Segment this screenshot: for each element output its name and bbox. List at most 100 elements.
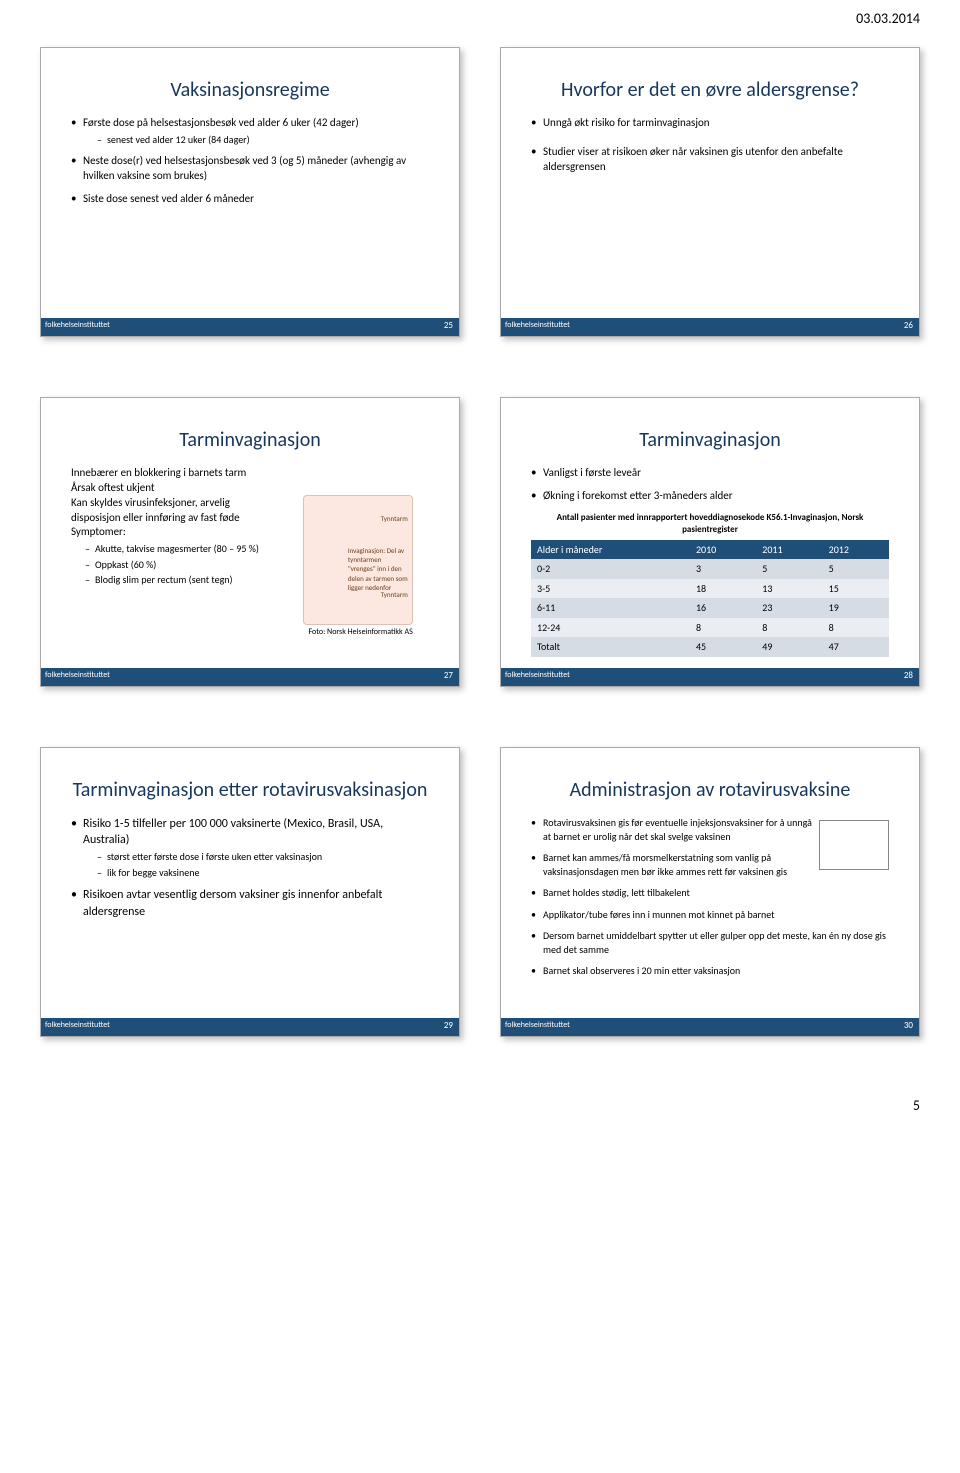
sub-bullet: Blodig slim per rectum (sent tegn) (85, 573, 279, 587)
slide-content: Risiko 1-5 tilfeller per 100 000 vaksine… (71, 816, 429, 1016)
table-row: 3-5 18 13 15 (531, 579, 889, 599)
slide-number: 30 (904, 1020, 913, 1031)
bullet: Første dose på helsestasjonsbesøk ved al… (71, 116, 429, 146)
image-caption: Foto: Norsk Helseinformatikk AS (303, 627, 413, 638)
bullet: Årsak oftest ukjent (71, 481, 279, 496)
footer-logo: folkehelseinstituttet (505, 1020, 570, 1030)
table-cell: 18 (690, 579, 756, 599)
footer-logo: folkehelseinstituttet (505, 320, 570, 330)
table-row: 0-2 3 5 5 (531, 559, 889, 579)
header-date: 03.03.2014 (40, 10, 920, 27)
slide-title: Vaksinasjonsregime (71, 78, 429, 102)
table-cell: 45 (690, 637, 756, 657)
slide-number: 26 (904, 320, 913, 331)
data-table: Alder i måneder 2010 2011 2012 0-2 3 5 5… (531, 540, 889, 657)
sub-bullet: Oppkast (60 %) (85, 558, 279, 572)
footer-logo: folkehelseinstituttet (45, 320, 110, 330)
slide-number: 27 (444, 670, 453, 681)
slide-footer: folkehelseinstituttet 27 (41, 668, 459, 686)
slide-25: Vaksinasjonsregime Første dose på helses… (40, 47, 460, 337)
table-cell: 5 (756, 559, 822, 579)
bullet: Applikator/tube føres inn i munnen mot k… (531, 908, 889, 922)
bullet: Økning i forekomst etter 3-måneders alde… (531, 489, 889, 504)
slide-26: Hvorfor er det en øvre aldersgrense? Unn… (500, 47, 920, 337)
anatomy-illustration: Tynntarm Invaginasjon: Del av tynntarmen… (303, 495, 413, 625)
bullet: Barnet holdes stødig, lett tilbakelent (531, 886, 889, 900)
footer-logo: folkehelseinstituttet (45, 670, 110, 680)
slide-row-2: Tarminvaginasjon Innebærer en blokkering… (40, 397, 920, 687)
slide-footer: folkehelseinstituttet 30 (501, 1018, 919, 1036)
table-row: 6-11 16 23 19 (531, 598, 889, 618)
footer-logo: folkehelseinstituttet (45, 1020, 110, 1030)
slide-footer: folkehelseinstituttet 25 (41, 318, 459, 336)
table-cell: 49 (756, 637, 822, 657)
table-cell: 8 (756, 618, 822, 638)
slide-title: Tarminvaginasjon (71, 428, 429, 452)
sub-bullet: størst etter første dose i første uken e… (97, 850, 429, 864)
bullet: Studier viser at risikoen øker når vaksi… (531, 145, 889, 175)
bullet: Barnet kan ammes/få morsmelkerstatning s… (531, 851, 889, 878)
table-header: 2012 (823, 540, 889, 560)
table-cell: Totalt (531, 637, 690, 657)
table-cell: 3-5 (531, 579, 690, 599)
table-cell: 3 (690, 559, 756, 579)
slide-28: Tarminvaginasjon Vanligst i første leveå… (500, 397, 920, 687)
bullet: Unngå økt risiko for tarminvaginasjon (531, 116, 889, 131)
bullet: Barnet skal observeres i 20 min etter va… (531, 964, 889, 978)
slide-title: Tarminvaginasjon etter rotavirusvaksinas… (71, 778, 429, 802)
bullet: Kan skyldes virusinfeksjoner, arvelig di… (71, 496, 279, 526)
table-cell: 16 (690, 598, 756, 618)
slide-title: Tarminvaginasjon (531, 428, 889, 452)
slide-title: Administrasjon av rotavirusvaksine (531, 778, 889, 802)
slide-footer: folkehelseinstituttet 28 (501, 668, 919, 686)
slide-footer: folkehelseinstituttet 26 (501, 318, 919, 336)
sub-bullet: senest ved alder 12 uker (84 dager) (97, 133, 429, 147)
table-header: Alder i måneder (531, 540, 690, 560)
table-cell: 8 (823, 618, 889, 638)
bullet: Neste dose(r) ved helsestasjonsbesøk ved… (71, 154, 429, 184)
table-caption: Antall pasienter med innrapportert hoved… (531, 512, 889, 536)
table-cell: 12-24 (531, 618, 690, 638)
slide-title: Hvorfor er det en øvre aldersgrense? (531, 78, 889, 102)
table-cell: 6-11 (531, 598, 690, 618)
slide-content: Første dose på helsestasjonsbesøk ved al… (71, 116, 429, 316)
table-cell: 47 (823, 637, 889, 657)
bullet: Rotavirusvaksinen gis før eventuelle inj… (531, 816, 889, 843)
table-cell: 8 (690, 618, 756, 638)
table-cell: 13 (756, 579, 822, 599)
slide-row-3: Tarminvaginasjon etter rotavirusvaksinas… (40, 747, 920, 1037)
table-cell: 19 (823, 598, 889, 618)
bullet: Vanligst i første leveår (531, 466, 889, 481)
sub-bullet: Akutte, takvise magesmerter (80 – 95 %) (85, 542, 279, 556)
table-header: 2010 (690, 540, 756, 560)
bullet: Innebærer en blokkering i barnets tarm (71, 466, 279, 481)
table-cell: 5 (823, 559, 889, 579)
bullet: Dersom barnet umiddelbart spytter ut ell… (531, 929, 889, 956)
bullet: Siste dose senest ved alder 6 måneder (71, 192, 429, 207)
bullet-text: Symptomer: (71, 525, 126, 538)
slide-number: 28 (904, 670, 913, 681)
bullet: Symptomer: Akutte, takvise magesmerter (… (71, 525, 279, 586)
table-cell: 15 (823, 579, 889, 599)
footer-logo: folkehelseinstituttet (505, 670, 570, 680)
table-row: Totalt 45 49 47 (531, 637, 889, 657)
slide-footer: folkehelseinstituttet 29 (41, 1018, 459, 1036)
slide-row-1: Vaksinasjonsregime Første dose på helses… (40, 47, 920, 337)
bullet-text: Første dose på helsestasjonsbesøk ved al… (83, 116, 359, 129)
table-header-row: Alder i måneder 2010 2011 2012 (531, 540, 889, 560)
page-number: 5 (40, 1097, 920, 1114)
bullet-text: Risiko 1-5 tilfeller per 100 000 vaksine… (83, 817, 383, 847)
bullet: Risiko 1-5 tilfeller per 100 000 vaksine… (71, 816, 429, 879)
slide-content: Innebærer en blokkering i barnets tarm Å… (71, 466, 429, 666)
slide-content: Rotavirusvaksinen gis før eventuelle inj… (531, 816, 889, 1016)
slide-content: Unngå økt risiko for tarminvaginasjon St… (531, 116, 889, 316)
slide-27: Tarminvaginasjon Innebærer en blokkering… (40, 397, 460, 687)
table-cell: 0-2 (531, 559, 690, 579)
bullet: Risikoen avtar vesentlig dersom vaksiner… (71, 887, 429, 919)
slide-number: 29 (444, 1020, 453, 1031)
img-label: Tynntarm (381, 590, 408, 599)
table-row: 12-24 8 8 8 (531, 618, 889, 638)
sub-bullet: lik for begge vaksinene (97, 866, 429, 880)
slide-30: Administrasjon av rotavirusvaksine Rotav… (500, 747, 920, 1037)
table-header: 2011 (756, 540, 822, 560)
